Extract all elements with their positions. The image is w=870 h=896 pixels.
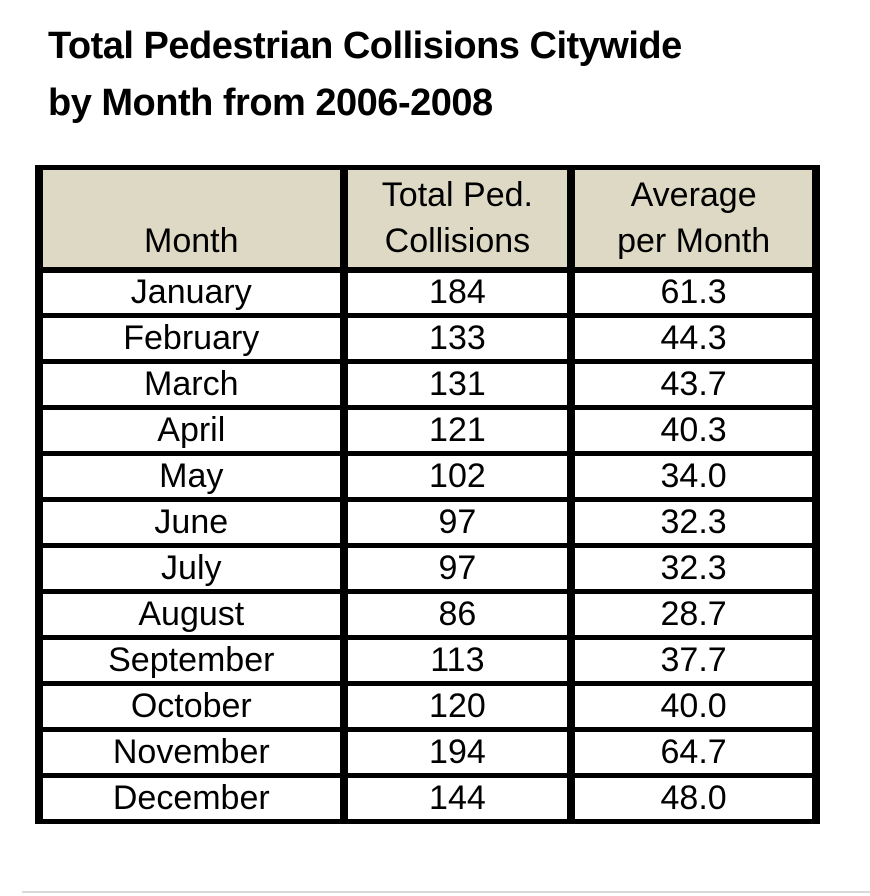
total-cell: 121	[339, 405, 576, 456]
col-header-average-per-month: Average per Month	[567, 165, 820, 273]
avg-cell: 28.7	[567, 589, 820, 640]
avg-cell: 43.7	[567, 359, 820, 410]
avg-cell: 40.3	[567, 405, 820, 456]
avg-cell: 40.0	[567, 681, 820, 732]
month-cell: November	[35, 727, 348, 778]
avg-cell: 34.0	[567, 451, 820, 502]
month-cell: April	[35, 405, 348, 456]
table-row: May 102 34.0	[35, 451, 820, 502]
month-cell: July	[35, 543, 348, 594]
total-cell: 120	[339, 681, 576, 732]
avg-cell: 64.7	[567, 727, 820, 778]
month-cell: March	[35, 359, 348, 410]
month-cell: May	[35, 451, 348, 502]
total-cell: 113	[339, 635, 576, 686]
total-cell: 97	[339, 543, 576, 594]
total-cell: 184	[339, 267, 576, 318]
table-row: January 184 61.3	[35, 267, 820, 318]
table-row: August 86 28.7	[35, 589, 820, 640]
col-header-total-collisions: Total Ped. Collisions	[339, 165, 576, 273]
month-cell: October	[35, 681, 348, 732]
total-cell: 194	[339, 727, 576, 778]
total-cell: 86	[339, 589, 576, 640]
month-cell: September	[35, 635, 348, 686]
table-row: July 97 32.3	[35, 543, 820, 594]
page-edge-line	[22, 891, 870, 893]
table-row: June 97 32.3	[35, 497, 820, 548]
avg-cell: 32.3	[567, 543, 820, 594]
total-cell: 97	[339, 497, 576, 548]
col-header-month: Month	[35, 165, 348, 273]
table-row: September 113 37.7	[35, 635, 820, 686]
table-row: November 194 64.7	[35, 727, 820, 778]
avg-cell: 61.3	[567, 267, 820, 318]
table-header-row: Month Total Ped. Collisions Average per …	[35, 165, 820, 273]
total-cell: 131	[339, 359, 576, 410]
page-title: Total Pedestrian Collisions Citywide by …	[48, 25, 682, 124]
month-cell: February	[35, 313, 348, 364]
table-row: October 120 40.0	[35, 681, 820, 732]
total-cell: 133	[339, 313, 576, 364]
table-row: April 121 40.3	[35, 405, 820, 456]
avg-cell: 44.3	[567, 313, 820, 364]
table-row: March 131 43.7	[35, 359, 820, 410]
table-row: December 144 48.0	[35, 773, 820, 824]
avg-cell: 48.0	[567, 773, 820, 824]
month-cell: August	[35, 589, 348, 640]
table-row: February 133 44.3	[35, 313, 820, 364]
month-cell: June	[35, 497, 348, 548]
avg-cell: 32.3	[567, 497, 820, 548]
month-cell: January	[35, 267, 348, 318]
total-cell: 144	[339, 773, 576, 824]
month-cell: December	[35, 773, 348, 824]
total-cell: 102	[339, 451, 576, 502]
collisions-table: Month Total Ped. Collisions Average per …	[35, 165, 820, 824]
avg-cell: 37.7	[567, 635, 820, 686]
